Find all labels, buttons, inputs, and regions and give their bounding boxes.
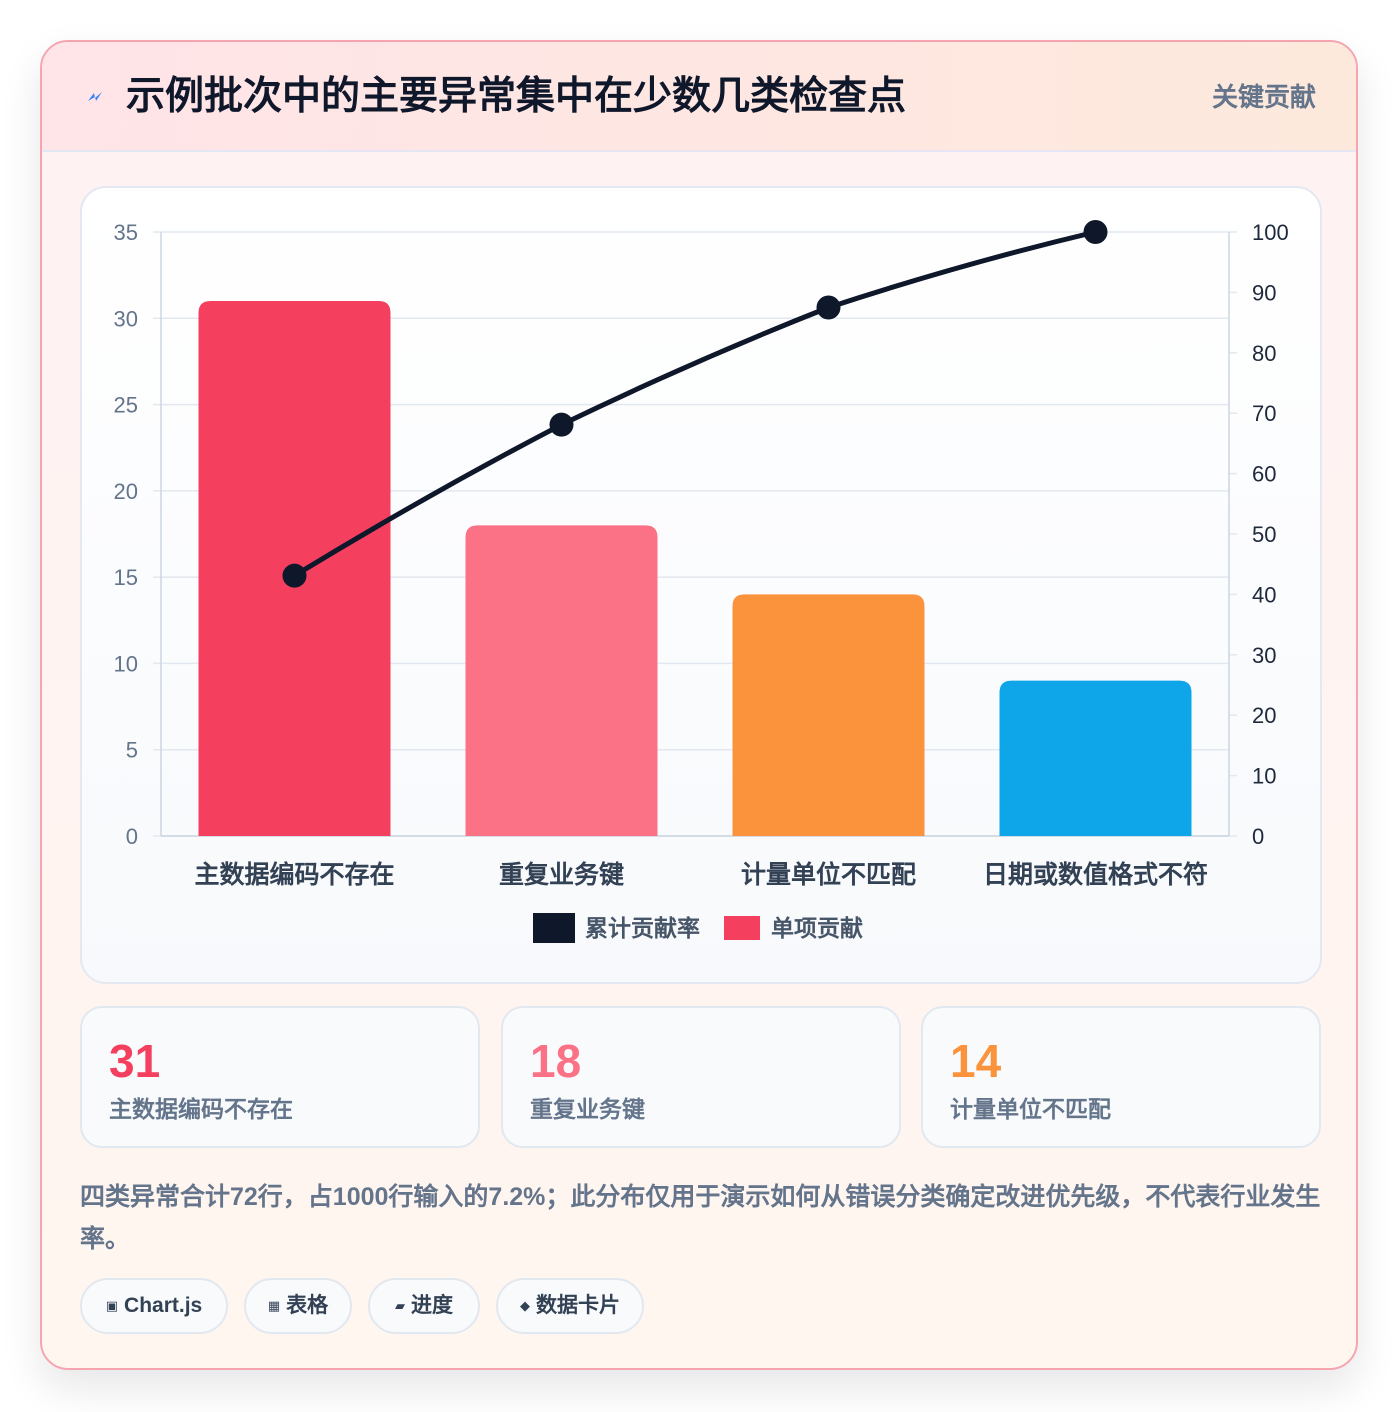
tag-label: 进度 — [411, 1294, 453, 1317]
y-right-tick-label: 10 — [1252, 764, 1276, 789]
bar — [732, 594, 925, 836]
tag-progress[interactable]: ▰ 进度 — [368, 1278, 480, 1334]
y-left-tick-label: 20 — [114, 479, 138, 504]
stat-label: 计量单位不匹配 — [950, 1096, 1111, 1122]
chart-ticks: 0 5 10 15 20 25 30 35 0 10 20 30 40 50 60 70 80 90 100 — [114, 220, 1289, 849]
chart-legend: 累计贡献率 单项贡献 — [533, 913, 863, 943]
stat-value: 18 — [530, 1035, 582, 1087]
y-right-tick-label: 0 — [1252, 824, 1264, 849]
chart-bars — [198, 301, 1192, 836]
tag-chartjs[interactable]: ▣ Chart.js — [80, 1278, 228, 1334]
x-tick-label: 主数据编码不存在 — [194, 860, 394, 889]
x-tick-label: 重复业务键 — [499, 860, 624, 889]
legend-swatch-individual — [724, 916, 760, 940]
tag-label: 数据卡片 — [536, 1294, 620, 1317]
line-point — [282, 563, 307, 588]
bar — [465, 525, 658, 836]
line-point — [549, 412, 574, 437]
line-point — [816, 295, 841, 320]
progress-icon: ▰ — [395, 1298, 405, 1313]
y-left-tick-label: 35 — [114, 220, 138, 245]
legend-label-cumulative: 累计贡献率 — [585, 915, 700, 941]
y-right-tick-label: 40 — [1252, 582, 1276, 607]
tag-table[interactable]: ▦ 表格 — [244, 1278, 352, 1334]
stat-label: 主数据编码不存在 — [109, 1096, 293, 1122]
chart-icon: ▣ — [105, 1298, 119, 1313]
y-left-tick-label: 30 — [114, 306, 138, 331]
y-left-tick-label: 10 — [114, 651, 138, 676]
line-point — [1083, 220, 1108, 244]
footnote: 四类异常合计72行，占1000行输入的7.2%；此分布仅用于演示如何从错误分类确… — [80, 1183, 1321, 1253]
tag-label: 表格 — [286, 1294, 329, 1317]
category-labels: 主数据编码不存在 重复业务键 计量单位不匹配 日期或数值格式不符 — [194, 860, 1208, 889]
y-right-tick-label: 30 — [1252, 643, 1276, 668]
stat-card-3: 14 计量单位不匹配 — [921, 1006, 1321, 1148]
stat-card-1: 31 主数据编码不存在 — [80, 1006, 480, 1148]
legend-swatch-cumulative — [533, 913, 575, 943]
report-card: 示例批次中的主要异常集中在少数几类检查点 关键贡献 0 5 10 15 20 25 30 35… — [40, 40, 1358, 1370]
pareto-chart: 0 5 10 15 20 25 30 35 0 10 20 30 40 50 60 70 80 90 100 主数据… — [114, 220, 1289, 943]
y-left-tick-label: 25 — [114, 393, 138, 418]
cumulative-line-path — [292, 229, 1098, 579]
y-left-tick-label: 15 — [114, 565, 138, 590]
legend-label-individual: 单项贡献 — [771, 915, 863, 941]
x-tick-label: 日期或数值格式不符 — [983, 860, 1208, 889]
y-right-tick-label: 20 — [1252, 703, 1276, 728]
table-icon: ▦ — [267, 1298, 281, 1313]
card-header: 示例批次中的主要异常集中在少数几类检查点 关键贡献 — [42, 42, 1356, 152]
lightning-icon — [88, 92, 102, 101]
key-contribution-badge: 关键贡献 — [1211, 82, 1316, 112]
cumulative-line — [282, 220, 1108, 588]
y-left-tick-label: 5 — [126, 738, 138, 763]
stat-label: 重复业务键 — [530, 1096, 645, 1122]
page-title: 示例批次中的主要异常集中在少数几类检查点 — [126, 75, 907, 118]
y-right-tick-label: 80 — [1252, 341, 1276, 366]
pareto-chart-panel: 0 5 10 15 20 25 30 35 0 10 20 30 40 50 60 70 80 90 100 主数据… — [80, 186, 1322, 984]
stat-value: 31 — [109, 1035, 161, 1087]
y-right-tick-label: 70 — [1252, 401, 1276, 426]
y-left-tick-label: 0 — [126, 824, 138, 849]
y-right-tick-label: 90 — [1252, 280, 1276, 305]
card-icon: ◆ — [520, 1298, 530, 1313]
stat-card-2: 18 重复业务键 — [501, 1006, 901, 1148]
x-tick-label: 计量单位不匹配 — [741, 860, 916, 889]
y-right-tick-label: 60 — [1252, 462, 1276, 487]
bar — [999, 680, 1192, 836]
y-right-tick-label: 50 — [1252, 522, 1276, 547]
y-right-tick-label: 100 — [1252, 220, 1289, 245]
tag-data-card[interactable]: ◆ 数据卡片 — [496, 1278, 644, 1334]
stat-value: 14 — [950, 1035, 1002, 1087]
tag-label: Chart.js — [124, 1294, 203, 1317]
